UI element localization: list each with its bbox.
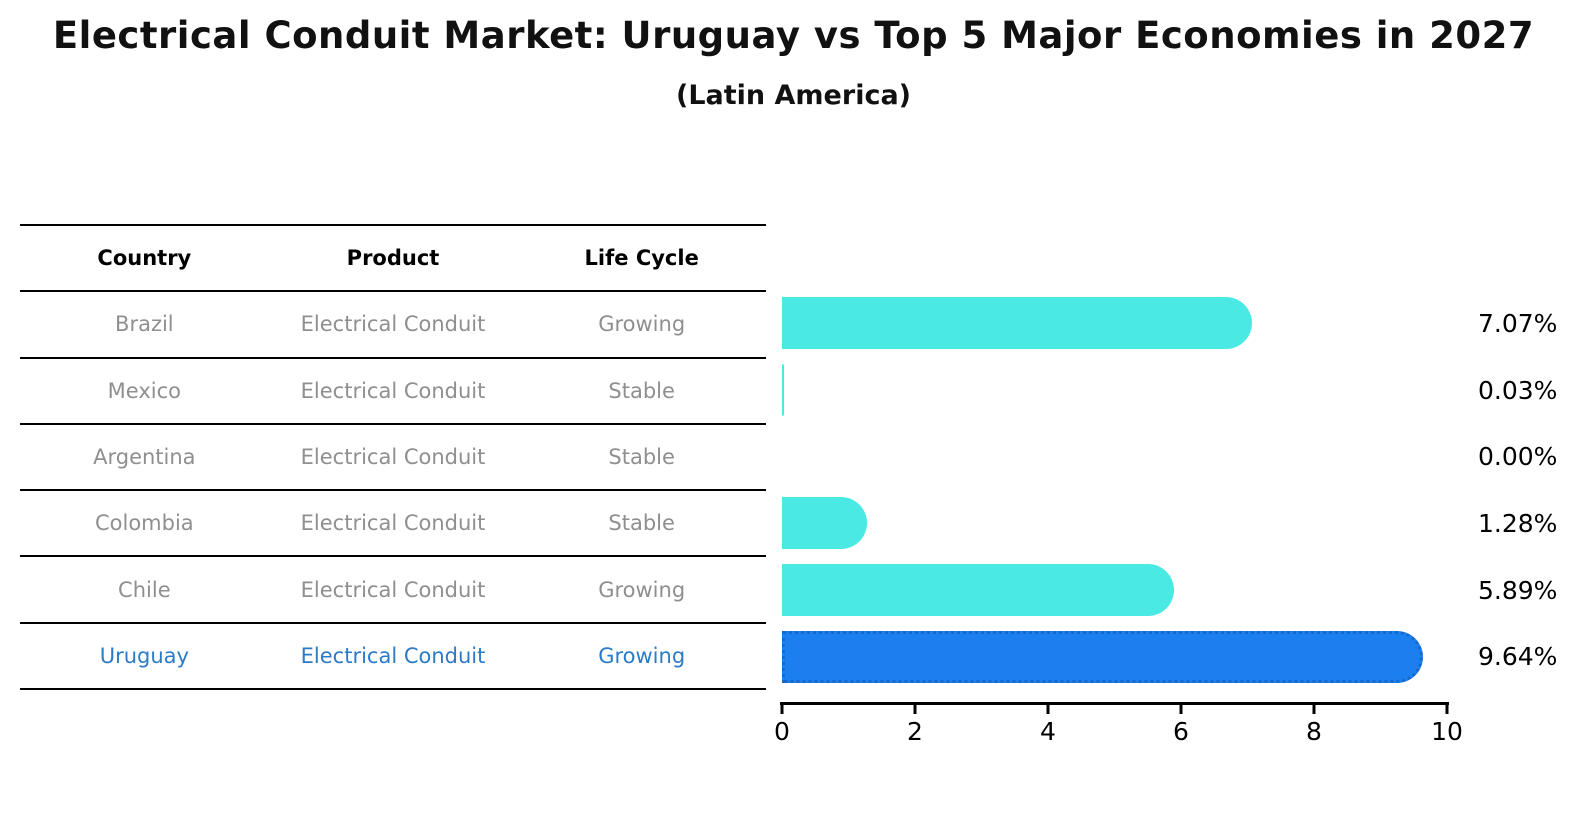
country-cell: Chile	[118, 577, 171, 602]
product-cell: Electrical Conduit	[300, 312, 486, 337]
column-header-product: Product	[346, 246, 440, 271]
life-cycle-cell: Stable	[608, 378, 675, 403]
tick-mark	[913, 705, 917, 714]
value-label-mexico: 0.03%	[1478, 375, 1558, 405]
table-row: Brazil Electrical Conduit Growing	[20, 290, 766, 356]
life-cycle-cell: Growing	[598, 577, 686, 602]
bar-uruguay-highlighted	[782, 630, 1424, 683]
country-table: Country Product Life Cycle Brazil Electr…	[20, 224, 766, 690]
table-row: Chile Electrical Conduit Growing	[20, 555, 766, 621]
bar-chart-plot-area	[782, 290, 1447, 690]
value-label-argentina: 0.00%	[1478, 442, 1558, 472]
bar-row	[782, 623, 1447, 690]
bar-row	[782, 357, 1447, 424]
country-cell: Brazil	[115, 312, 174, 337]
tick-label: 0	[774, 717, 790, 746]
life-cycle-cell: Stable	[608, 444, 675, 469]
bar-colombia	[782, 497, 868, 550]
x-axis-line	[780, 702, 1449, 705]
tick-mark	[1046, 705, 1050, 714]
bar-row	[782, 423, 1447, 490]
value-label-brazil: 7.07%	[1478, 308, 1558, 338]
column-header-country: Country	[97, 246, 192, 271]
country-cell: Colombia	[94, 511, 194, 536]
bar-value-labels: 7.07% 0.03% 0.00% 1.28% 5.89% 9.64%	[1478, 290, 1583, 690]
country-cell: Mexico	[107, 378, 181, 403]
life-cycle-cell: Growing	[598, 643, 686, 668]
bar-brazil	[782, 297, 1253, 350]
tick-label: 8	[1306, 717, 1322, 746]
country-cell: Argentina	[93, 444, 196, 469]
tick-label: 4	[1040, 717, 1056, 746]
tick-label: 10	[1431, 717, 1463, 746]
tick-label: 2	[907, 717, 923, 746]
bar-row	[782, 557, 1447, 624]
chart-subtitle: (Latin America)	[675, 80, 912, 111]
table-row: Mexico Electrical Conduit Stable	[20, 356, 766, 423]
bar-row	[782, 290, 1447, 357]
table-header-row: Country Product Life Cycle	[20, 224, 766, 290]
table-row: Colombia Electrical Conduit Stable	[20, 489, 766, 555]
product-cell: Electrical Conduit	[300, 577, 486, 602]
chart-title: Electrical Conduit Market: Uruguay vs To…	[52, 14, 1535, 57]
tick-mark	[1179, 705, 1183, 714]
value-label-uruguay: 9.64%	[1478, 642, 1558, 672]
life-cycle-cell: Stable	[608, 511, 675, 536]
value-label-chile: 5.89%	[1478, 575, 1558, 605]
product-cell: Electrical Conduit	[300, 643, 486, 668]
table-row: Argentina Electrical Conduit Stable	[20, 422, 766, 489]
bar-row	[782, 490, 1447, 557]
tick-mark	[780, 705, 784, 714]
life-cycle-cell: Growing	[598, 312, 686, 337]
x-axis-ticks: 0 2 4 6 8 10	[774, 705, 1463, 755]
bar-chile	[782, 564, 1174, 617]
tick-mark	[1445, 705, 1449, 714]
product-cell: Electrical Conduit	[300, 378, 486, 403]
product-cell: Electrical Conduit	[300, 444, 486, 469]
bar-mexico	[782, 364, 784, 416]
value-label-colombia: 1.28%	[1478, 508, 1558, 538]
country-cell: Uruguay	[99, 643, 189, 668]
product-cell: Electrical Conduit	[300, 511, 486, 536]
tick-mark	[1312, 705, 1316, 714]
column-header-life-cycle: Life Cycle	[584, 246, 699, 271]
table-row-uruguay-highlight: Uruguay Electrical Conduit Growing	[20, 621, 766, 690]
tick-label: 6	[1173, 717, 1189, 746]
